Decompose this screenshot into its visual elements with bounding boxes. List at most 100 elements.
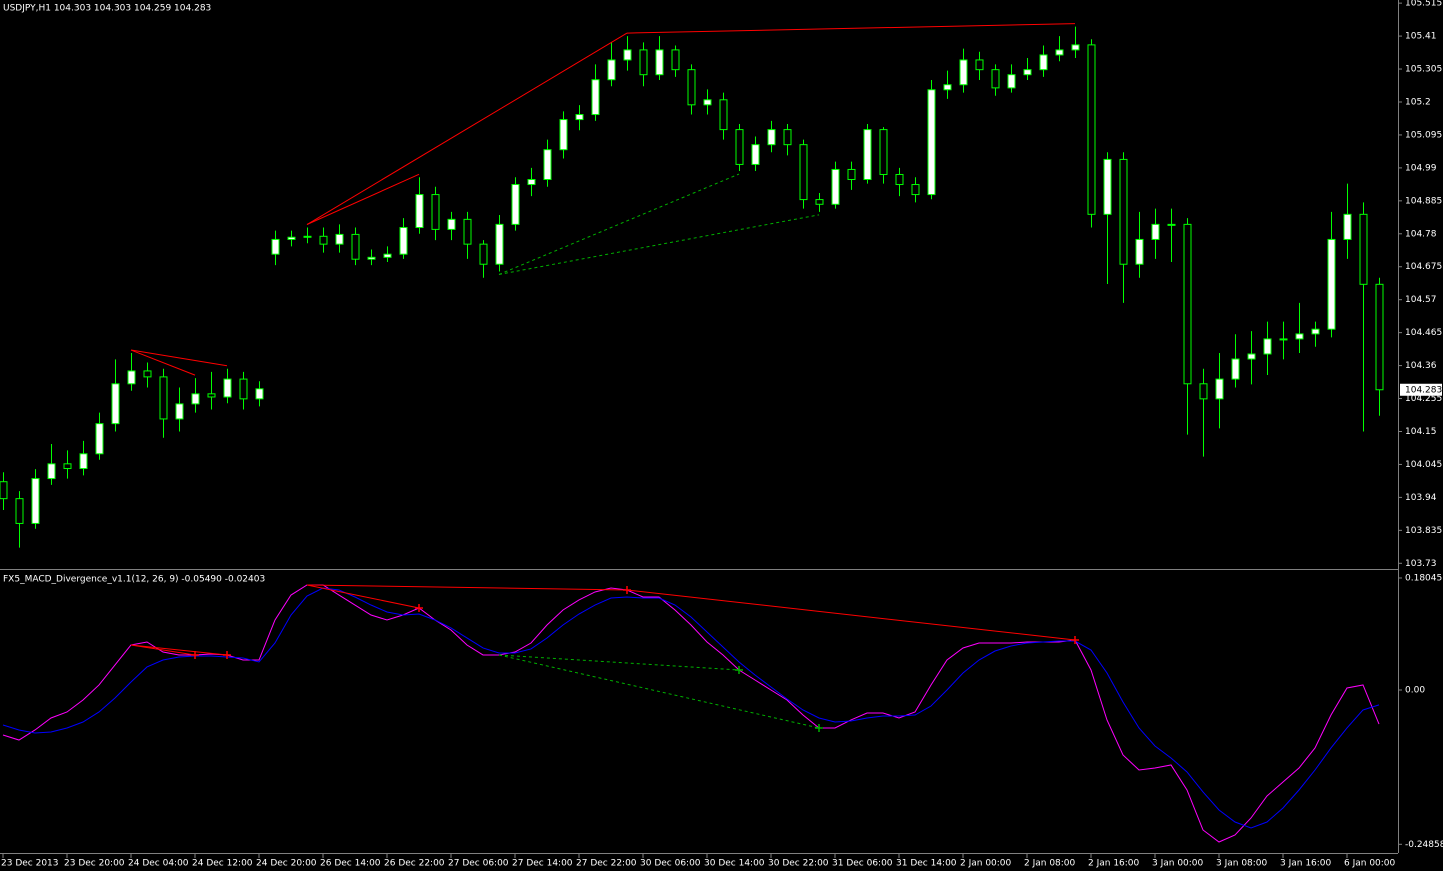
candle-body (111, 383, 120, 425)
candle-body (1183, 223, 1192, 385)
candle-body (895, 173, 904, 186)
macd-divergence-line (130, 644, 228, 656)
candle-body (815, 199, 824, 205)
candle-body (31, 478, 40, 524)
candle-body (799, 144, 808, 201)
y-tick-label: -0.24858 (1405, 840, 1443, 850)
current-price-box (1400, 383, 1442, 396)
candle-body (1007, 74, 1016, 89)
candle-body (735, 129, 744, 165)
x-tick-label: 26 Dec 14:00 (320, 859, 381, 869)
candle-body (623, 49, 632, 61)
candle-body (655, 49, 664, 76)
candle-body (767, 129, 776, 146)
x-tick-label: 2 Jan 08:00 (1024, 859, 1076, 869)
current-price-label: 104.283 (1405, 385, 1442, 395)
candle-body (159, 376, 168, 420)
y-tick-label: 103.73 (1405, 559, 1437, 569)
candle-body (831, 168, 840, 205)
macd-divergence-line (626, 589, 1076, 641)
candle-body (1087, 44, 1096, 215)
candle-body (575, 114, 584, 121)
candle-body (527, 179, 536, 186)
price-divergence-line (306, 173, 420, 225)
x-tick-label: 24 Dec 04:00 (128, 859, 189, 869)
candle-body (447, 218, 456, 230)
candle-body (191, 393, 200, 405)
y-tick-label: 105.305 (1405, 65, 1442, 75)
candle-body (863, 129, 872, 181)
candle-body (1039, 54, 1048, 71)
x-tick-label: 23 Dec 20:00 (64, 859, 125, 869)
y-tick-label: 104.885 (1405, 196, 1442, 206)
candle-body (1103, 158, 1112, 215)
candle-body (639, 49, 648, 76)
candle-body (239, 378, 248, 400)
price-divergence-line (306, 32, 628, 225)
candle-body (1247, 353, 1256, 360)
candle-body (1071, 44, 1080, 51)
divergence-marker (223, 650, 231, 659)
x-tick-label: 27 Dec 14:00 (512, 859, 573, 869)
candle-body (1327, 238, 1336, 330)
y-tick-label: 105.41 (1405, 32, 1437, 42)
candle-body (495, 223, 504, 265)
y-tick-label: 104.36 (1405, 361, 1437, 371)
x-tick-label: 3 Jan 08:00 (1216, 859, 1268, 869)
candle-body (127, 370, 136, 385)
candle-body (783, 129, 792, 146)
candle-body (383, 253, 392, 258)
price-divergence-line (130, 349, 196, 376)
candle-body (1279, 338, 1288, 341)
candle-body (543, 149, 552, 181)
y-tick-label: 103.94 (1405, 493, 1437, 503)
candle-body (1135, 238, 1144, 265)
candle-body (399, 227, 408, 255)
y-tick-label: 104.675 (1405, 262, 1442, 272)
candle-body (1215, 378, 1224, 400)
candle-body (1295, 333, 1304, 340)
x-tick-label: 3 Jan 00:00 (1152, 859, 1204, 869)
candle-body (1151, 223, 1160, 240)
y-tick-label: 105.515 (1405, 0, 1442, 9)
x-tick-label: 24 Dec 20:00 (256, 859, 317, 869)
candle-body (559, 119, 568, 151)
candle-body (1359, 213, 1368, 285)
candle-body (47, 463, 56, 480)
candle-body (479, 243, 488, 265)
x-tick-label: 30 Dec 22:00 (768, 859, 829, 869)
candle-body (431, 194, 440, 230)
candle-body (687, 69, 696, 106)
candle-body (463, 218, 472, 245)
candle-body (975, 59, 984, 71)
candle-body (751, 144, 760, 165)
candle-body (63, 463, 72, 470)
candle-body (943, 84, 952, 91)
candle-body (143, 370, 152, 378)
x-tick-label: 31 Dec 06:00 (832, 859, 893, 869)
macd-divergence-line (498, 654, 820, 729)
indicator-header: FX5_MACD_Divergence_v1.1(12, 26, 9) -0.0… (3, 575, 265, 585)
candle-body (0, 481, 8, 500)
candle-body (671, 49, 680, 71)
candle-body (1263, 338, 1272, 355)
candle-body (287, 236, 296, 240)
candle-body (511, 184, 520, 225)
candle-body (591, 79, 600, 116)
candle-body (207, 393, 216, 398)
y-tick-label: 0.00 (1405, 685, 1425, 695)
y-tick-label: 104.045 (1405, 460, 1442, 470)
candle-body (367, 256, 376, 260)
y-tick-label: 105.2 (1405, 97, 1431, 107)
candle-body (351, 233, 360, 260)
y-tick-label: 104.99 (1405, 163, 1437, 173)
candle-body (1167, 223, 1176, 226)
candle-body (879, 129, 888, 175)
y-tick-label: 104.78 (1405, 229, 1437, 239)
x-tick-label: 30 Dec 06:00 (640, 859, 701, 869)
candle-body (1231, 358, 1240, 380)
y-tick-label: 104.57 (1405, 295, 1437, 305)
candle-body (79, 453, 88, 470)
